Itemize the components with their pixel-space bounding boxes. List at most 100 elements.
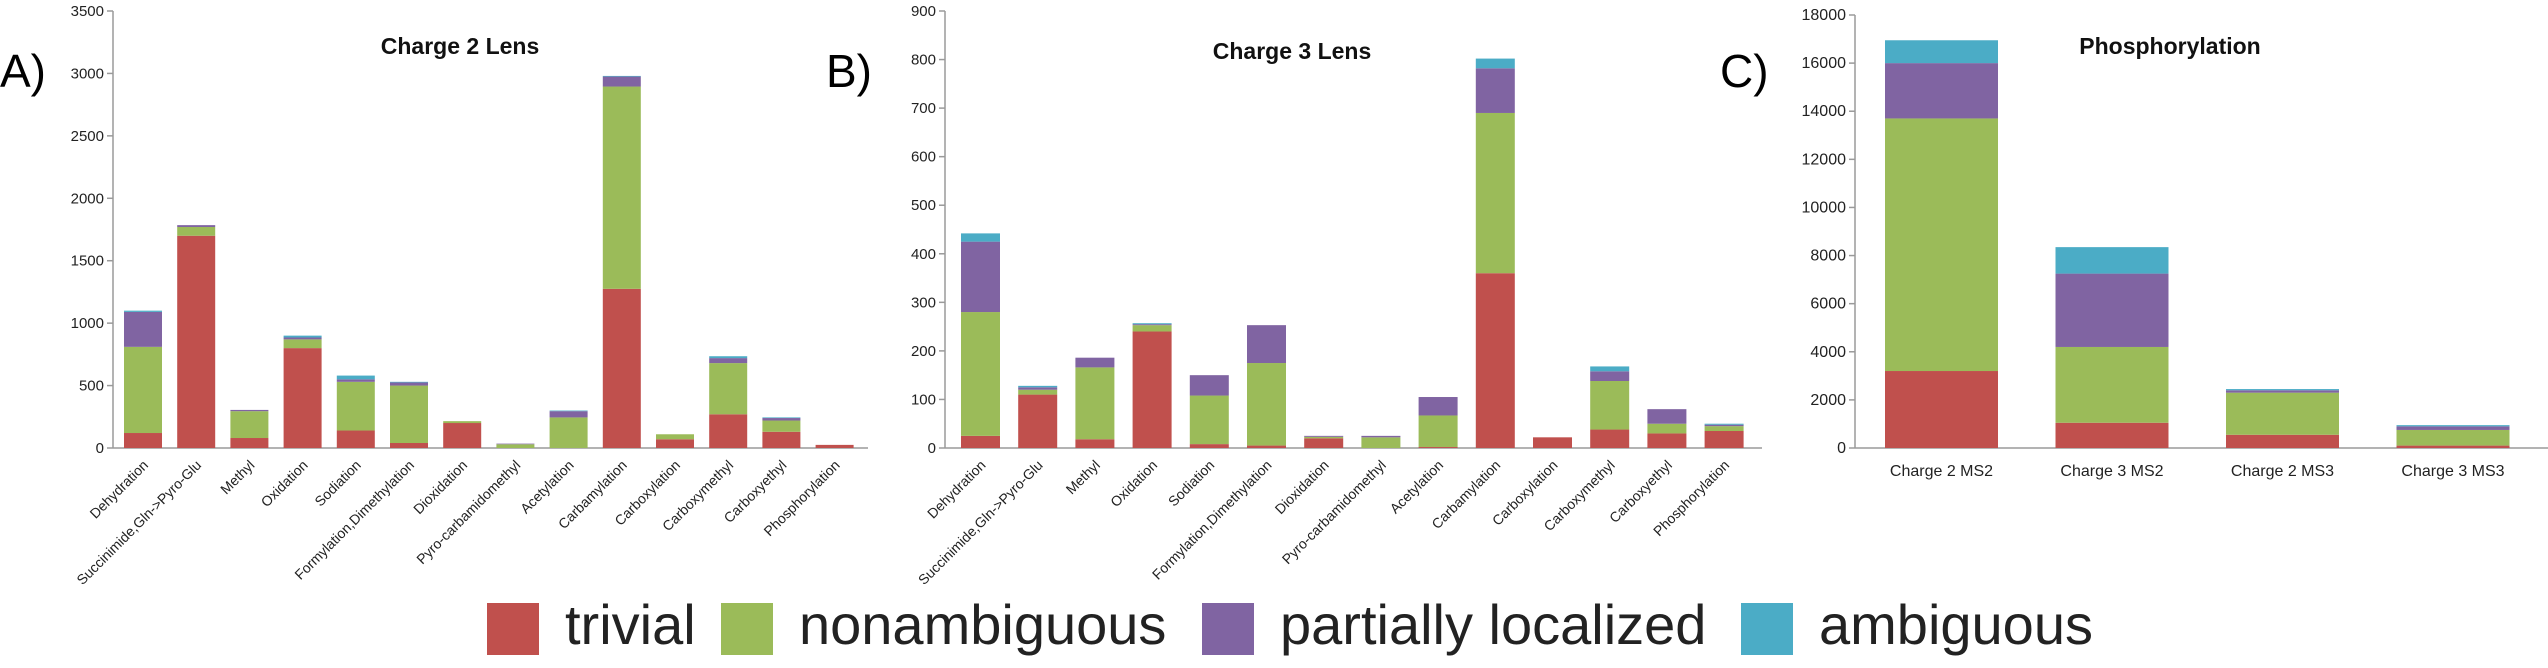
y-tick-label: 3500: [71, 3, 104, 20]
bar-dehydration-partially-localized: [124, 311, 162, 347]
y-tick-label: 3000: [71, 65, 104, 82]
bar-charge-2-ms2-ambiguous: [1885, 40, 1998, 64]
bar-carbamylation-ambiguous: [602, 75, 641, 77]
category-label-charge-2-ms3: Charge 2 MS3: [2231, 463, 2334, 480]
y-tick-label: 400: [911, 246, 936, 263]
bar-charge-2-ms2-partially-localized: [1885, 63, 1998, 119]
y-tick-label: 0: [928, 440, 936, 457]
bar-charge-3-ms2-trivial: [2055, 422, 2169, 448]
category-label-methyl: Methyl: [217, 457, 257, 497]
bar-formylation-dimethylation-nonambiguous: [1247, 363, 1286, 446]
bar-formylation-dimethylation-trivial: [390, 443, 428, 448]
bar-succinimide-gln-pyro-glu-trivial: [1018, 394, 1058, 448]
y-tick-label: 500: [79, 378, 104, 395]
bar-formylation-dimethylation-partially-localized: [390, 382, 428, 386]
y-tick-label: 0: [1837, 440, 1846, 457]
bar-carboxymethyl-partially-localized: [1590, 371, 1630, 381]
bar-formylation-dimethylation-ambiguous: [390, 381, 428, 383]
bar-dioxidation-nonambiguous: [443, 421, 482, 424]
bar-dioxidation-nonambiguous: [1304, 436, 1344, 439]
bar-carboxyethyl-partially-localized: [762, 418, 801, 421]
y-tick-label: 700: [911, 100, 936, 117]
bar-dioxidation-trivial: [443, 423, 482, 448]
bar-carboxyethyl-ambiguous: [762, 417, 801, 419]
bar-succinimide-gln-pyro-glu-nonambiguous: [1018, 389, 1058, 395]
category-label-charge-2-ms2: Charge 2 MS2: [1890, 463, 1993, 480]
bar-charge-3-ms3-nonambiguous: [2396, 429, 2510, 446]
legend-label-partially-localized: partially localized: [1280, 593, 1707, 656]
category-label-oxidation: Oxidation: [1107, 457, 1160, 510]
y-tick-label: 900: [911, 3, 936, 20]
bar-sodiation-ambiguous: [336, 375, 375, 380]
y-tick-label: 300: [911, 294, 936, 311]
y-tick-label: 500: [911, 197, 936, 214]
bar-carboxymethyl-trivial: [1590, 429, 1630, 448]
bar-charge-3-ms3-trivial: [2396, 445, 2510, 448]
chart-panel-2: 0 100 200 300 400 500 600 700 800 900 Charge 3 Len…: [911, 3, 1762, 588]
category-label-charge-3-ms3: Charge 3 MS3: [2401, 463, 2504, 480]
legend-swatch-trivial: [487, 603, 539, 655]
bar-acetylation-nonambiguous: [1418, 415, 1458, 448]
bar-oxidation-trivial: [1132, 331, 1172, 448]
bar-carboxymethyl-ambiguous: [709, 356, 748, 359]
bar-carbamylation-nonambiguous: [602, 86, 641, 289]
bar-dehydration-trivial: [124, 433, 162, 448]
bar-carbamylation-nonambiguous: [1475, 112, 1515, 274]
bar-carboxylation-trivial: [1533, 437, 1572, 448]
category-label-charge-3-ms2: Charge 3 MS2: [2060, 463, 2163, 480]
y-tick-label: 4000: [1810, 344, 1846, 361]
bar-sodiation-partially-localized: [336, 379, 375, 382]
bar-charge-3-ms2-partially-localized: [2055, 273, 2169, 347]
bar-acetylation-partially-localized: [549, 411, 588, 418]
bar-formylation-dimethylation-nonambiguous: [390, 385, 428, 444]
category-label-dioxidation: Dioxidation: [1272, 457, 1332, 517]
panel-letter-b: B): [826, 45, 872, 97]
bar-sodiation-nonambiguous: [336, 381, 375, 431]
bar-sodiation-trivial: [1189, 444, 1229, 448]
bar-carboxyethyl-trivial: [762, 431, 801, 448]
bar-carbamylation-trivial: [602, 288, 641, 448]
category-label-sodiation: Sodiation: [311, 457, 364, 510]
bar-carboxyethyl-nonambiguous: [1647, 423, 1687, 434]
legend-swatch-partially-localized: [1202, 603, 1254, 655]
legend-label-nonambiguous: nonambiguous: [799, 593, 1167, 656]
bar-methyl-partially-localized: [230, 409, 269, 412]
bar-sodiation-nonambiguous: [1189, 395, 1229, 445]
bar-dehydration-nonambiguous: [124, 346, 162, 434]
bar-dehydration-trivial: [961, 435, 1000, 448]
bar-formylation-dimethylation-trivial: [1247, 445, 1286, 448]
bar-dioxidation-partially-localized: [1304, 435, 1344, 437]
bar-charge-2-ms3-partially-localized: [2226, 390, 2339, 393]
bar-acetylation-partially-localized: [1418, 397, 1458, 416]
bar-phosphorylation-partially-localized: [1704, 424, 1744, 427]
bar-sodiation-trivial: [336, 430, 375, 448]
category-label-pyro-carbamidomethyl: Pyro-carbamidomethyl: [1279, 457, 1389, 567]
bar-carboxymethyl-nonambiguous: [1590, 380, 1630, 430]
bar-oxidation-partially-localized: [283, 337, 322, 340]
bar-oxidation-partially-localized: [1132, 324, 1172, 326]
bar-phosphorylation-ambiguous: [1704, 423, 1744, 425]
chart-legend: trivial nonambiguous partially localized…: [0, 590, 2548, 660]
bar-charge-2-ms3-ambiguous: [2226, 389, 2339, 391]
category-label-acetylation: Acetylation: [1386, 457, 1446, 517]
bar-sodiation-partially-localized: [1189, 375, 1229, 396]
bar-pyro-carbamidomethyl-partially-localized: [1361, 435, 1401, 438]
panel-letter-c: C): [1720, 45, 1769, 97]
bar-oxidation-ambiguous: [1132, 323, 1172, 325]
y-tick-label: 16000: [1802, 55, 1847, 72]
chart-title: Charge 3 Lens: [1213, 38, 1372, 64]
bar-carboxyethyl-partially-localized: [1647, 409, 1687, 424]
bar-methyl-partially-localized: [1075, 357, 1115, 368]
y-tick-label: 2000: [71, 190, 104, 207]
bar-dehydration-partially-localized: [961, 241, 1000, 313]
y-tick-label: 18000: [1802, 7, 1847, 24]
bar-methyl-trivial: [1075, 439, 1115, 448]
bar-succinimide-gln-pyro-glu-nonambiguous: [177, 227, 216, 236]
bar-methyl-nonambiguous: [1075, 367, 1115, 440]
bar-acetylation-ambiguous: [549, 410, 588, 412]
y-tick-label: 8000: [1810, 248, 1846, 265]
chart-panel-1: 0 500 1000 1500 2000 2500 3000 3500 Charge 2 Len…: [71, 3, 868, 588]
bar-dehydration-nonambiguous: [961, 312, 1000, 436]
y-tick-label: 10000: [1802, 199, 1847, 216]
y-tick-label: 600: [911, 149, 936, 166]
